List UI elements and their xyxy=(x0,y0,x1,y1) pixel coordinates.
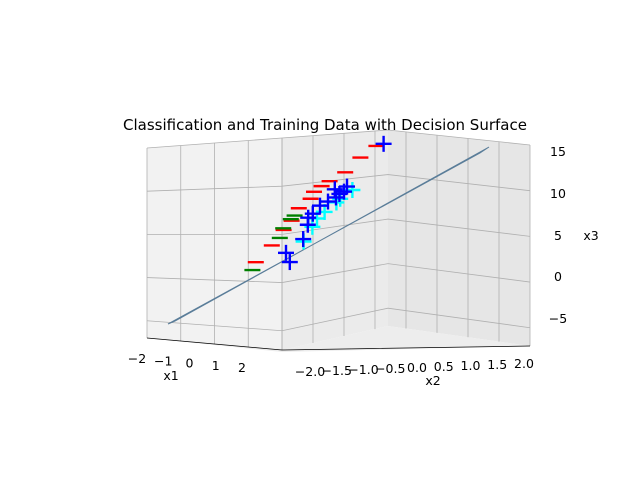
chart-title: Classification and Training Data with De… xyxy=(123,116,527,134)
plus-marker xyxy=(320,193,336,210)
x-tick-label: −1 xyxy=(154,353,172,368)
back-pane xyxy=(282,130,388,350)
plus-marker xyxy=(281,254,298,271)
axis-edge xyxy=(146,337,531,351)
plus-marker xyxy=(312,197,328,214)
right-pane xyxy=(388,130,530,346)
x-tick-label: 1 xyxy=(212,358,220,373)
y-tick-label: −1.5 xyxy=(322,363,352,378)
y-tick-label: 0.5 xyxy=(434,359,454,374)
y-axis-label: x2 xyxy=(425,373,440,388)
z-tick-label: 10 xyxy=(550,186,566,201)
y-tick-label: 1.5 xyxy=(487,357,507,372)
x-tick-labels: −2 −1 0 1 2 xyxy=(128,351,246,375)
z-tick-label: 0 xyxy=(554,269,562,284)
z-tick-label: −5 xyxy=(549,311,567,326)
plus-marker xyxy=(375,135,392,152)
y-tick-label: 0.0 xyxy=(407,360,427,375)
plus-marker xyxy=(295,231,312,248)
floor-pane xyxy=(147,326,530,352)
y-tick-label: −0.5 xyxy=(375,361,405,376)
decision-surface-layer xyxy=(167,146,490,325)
decision-surface xyxy=(167,146,490,325)
z-axis-label: x3 xyxy=(583,228,598,243)
y-tick-label: −1.0 xyxy=(348,362,378,377)
z-tick-labels: 15 10 5 0 −5 xyxy=(549,144,567,326)
data-markers xyxy=(244,135,392,272)
plus-marker xyxy=(278,244,294,261)
plus-marker xyxy=(304,205,321,222)
plus-marker xyxy=(339,178,355,195)
x-axis-label: x1 xyxy=(163,368,178,383)
x-tick-label: 0 xyxy=(186,356,194,371)
y-tick-label: 2.0 xyxy=(514,356,534,371)
x-tick-label: 2 xyxy=(238,360,246,375)
grid xyxy=(146,129,531,351)
plus-marker xyxy=(326,181,343,198)
z-tick-label: 5 xyxy=(554,228,562,243)
y-tick-label: 1.0 xyxy=(461,358,481,373)
y-tick-labels: −2.0−1.5−1.0−0.5 0.0 0.5 1.0 1.5 2.0 xyxy=(295,356,534,379)
y-tick-label: −2.0 xyxy=(295,364,325,379)
z-tick-label: 15 xyxy=(550,144,566,159)
x-tick-label: −2 xyxy=(128,351,146,366)
